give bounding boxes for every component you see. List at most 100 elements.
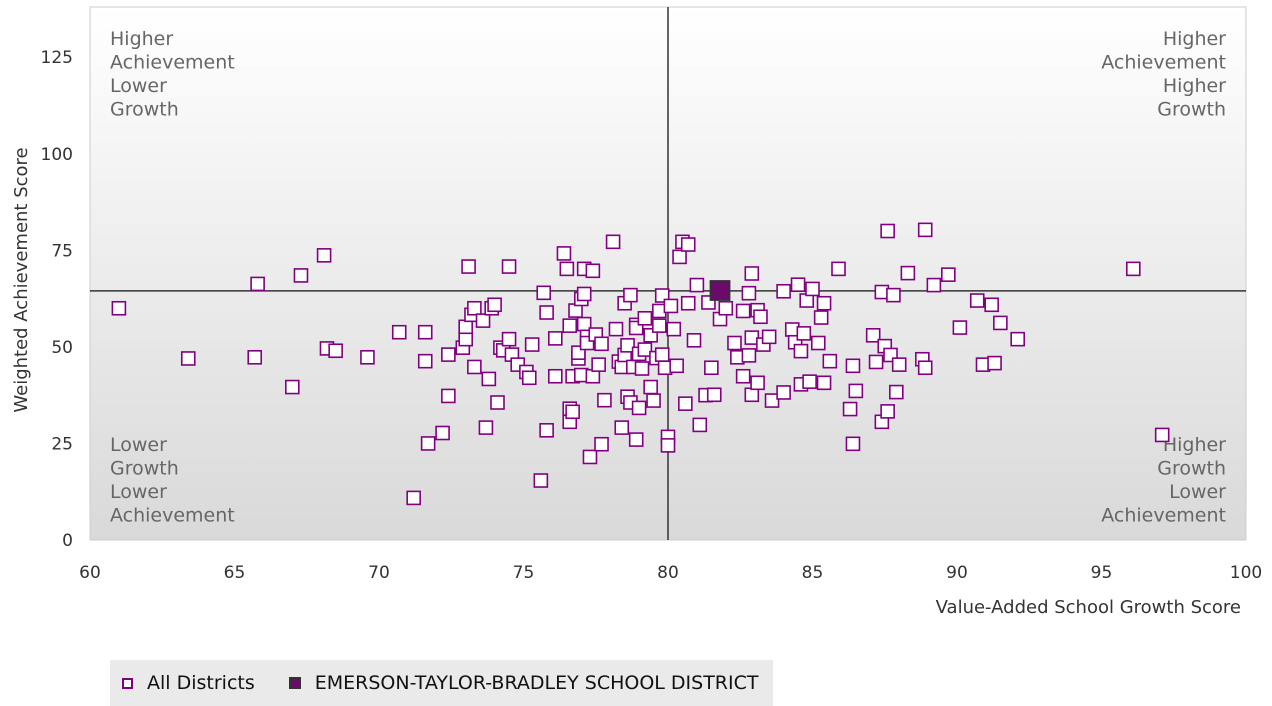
data-point-all-districts[interactable]	[718, 300, 734, 316]
data-point-all-districts[interactable]	[813, 310, 829, 325]
data-point-highlighted-district[interactable]	[709, 280, 731, 301]
data-point-all-districts[interactable]	[802, 374, 817, 389]
data-point-all-districts[interactable]	[842, 401, 858, 417]
data-point-all-districts[interactable]	[247, 350, 263, 365]
data-point-all-districts[interactable]	[744, 387, 760, 403]
data-point-all-districts[interactable]	[848, 383, 864, 399]
data-point-all-districts[interactable]	[475, 313, 491, 328]
data-point-all-districts[interactable]	[735, 303, 751, 319]
data-point-all-districts[interactable]	[917, 222, 933, 238]
data-point-all-districts[interactable]	[845, 436, 861, 452]
data-point-all-districts[interactable]	[764, 393, 780, 408]
data-point-all-districts[interactable]	[637, 311, 653, 326]
data-point-all-districts[interactable]	[547, 368, 563, 384]
data-point-all-districts[interactable]	[952, 320, 968, 335]
data-point-all-districts[interactable]	[1125, 261, 1141, 277]
data-point-all-districts[interactable]	[467, 300, 482, 316]
data-point-all-districts[interactable]	[680, 295, 696, 311]
data-point-all-districts[interactable]	[753, 309, 768, 325]
data-point-all-districts[interactable]	[831, 261, 846, 277]
data-point-all-districts[interactable]	[490, 395, 505, 410]
data-point-all-districts[interactable]	[868, 354, 884, 370]
data-point-all-districts[interactable]	[284, 379, 300, 395]
data-point-all-districts[interactable]	[889, 384, 904, 400]
data-point-all-districts[interactable]	[623, 287, 638, 303]
data-point-all-districts[interactable]	[634, 361, 650, 376]
data-point-all-districts[interactable]	[637, 342, 653, 357]
data-point-all-districts[interactable]	[539, 305, 554, 320]
data-point-all-districts[interactable]	[458, 331, 474, 347]
data-point-all-districts[interactable]	[886, 287, 901, 303]
data-point-all-districts[interactable]	[576, 286, 592, 302]
data-point-all-districts[interactable]	[556, 246, 572, 261]
data-point-all-districts[interactable]	[501, 259, 517, 274]
data-point-all-districts[interactable]	[533, 473, 549, 488]
data-point-all-districts[interactable]	[692, 417, 708, 433]
data-point-all-districts[interactable]	[891, 357, 907, 372]
data-point-all-districts[interactable]	[686, 333, 702, 348]
data-point-all-districts[interactable]	[536, 285, 552, 301]
data-point-all-districts[interactable]	[993, 315, 1008, 331]
data-point-all-districts[interactable]	[810, 335, 826, 351]
data-point-all-districts[interactable]	[293, 268, 309, 283]
data-point-all-districts[interactable]	[816, 375, 832, 391]
data-point-all-districts[interactable]	[631, 400, 647, 416]
data-point-all-districts[interactable]	[741, 285, 757, 301]
data-point-all-districts[interactable]	[594, 436, 609, 452]
data-point-all-districts[interactable]	[704, 360, 719, 376]
data-point-all-districts[interactable]	[865, 327, 881, 343]
data-point-all-districts[interactable]	[845, 358, 861, 374]
data-point-all-districts[interactable]	[776, 283, 791, 299]
data-point-all-districts[interactable]	[678, 396, 693, 411]
data-point-all-districts[interactable]	[180, 351, 196, 366]
data-point-all-districts[interactable]	[547, 331, 563, 346]
data-point-all-districts[interactable]	[900, 265, 916, 281]
data-point-all-districts[interactable]	[660, 438, 676, 453]
legend-item-all-districts[interactable]: All Districts	[122, 672, 255, 694]
data-point-all-districts[interactable]	[689, 277, 705, 293]
data-point-all-districts[interactable]	[941, 267, 956, 282]
data-point-all-districts[interactable]	[360, 350, 375, 365]
data-point-all-districts[interactable]	[646, 393, 661, 408]
data-point-all-districts[interactable]	[521, 370, 537, 386]
data-point-all-districts[interactable]	[643, 379, 658, 395]
data-point-all-districts[interactable]	[1010, 331, 1025, 347]
data-point-all-districts[interactable]	[316, 248, 332, 263]
data-point-all-districts[interactable]	[597, 392, 612, 408]
data-point-all-districts[interactable]	[790, 277, 806, 293]
data-point-all-districts[interactable]	[461, 259, 476, 274]
data-point-all-districts[interactable]	[761, 329, 777, 345]
data-point-all-districts[interactable]	[605, 234, 621, 250]
data-point-all-districts[interactable]	[672, 249, 687, 265]
data-point-all-districts[interactable]	[524, 337, 540, 352]
data-point-all-districts[interactable]	[917, 360, 933, 376]
data-point-all-districts[interactable]	[735, 368, 751, 384]
data-point-all-districts[interactable]	[582, 449, 598, 465]
data-point-all-districts[interactable]	[478, 420, 494, 435]
data-point-all-districts[interactable]	[417, 353, 433, 369]
data-point-all-districts[interactable]	[805, 281, 820, 297]
data-point-all-districts[interactable]	[435, 425, 450, 441]
data-point-all-districts[interactable]	[776, 385, 791, 400]
data-point-all-districts[interactable]	[406, 490, 421, 506]
data-point-all-districts[interactable]	[816, 295, 832, 311]
data-point-all-districts[interactable]	[487, 297, 502, 313]
data-point-all-districts[interactable]	[744, 266, 760, 281]
data-point-all-districts[interactable]	[594, 336, 609, 352]
data-point-all-districts[interactable]	[822, 353, 838, 369]
data-point-all-districts[interactable]	[501, 331, 517, 347]
data-point-all-districts[interactable]	[1154, 427, 1170, 443]
data-point-all-districts[interactable]	[727, 335, 742, 351]
data-point-all-districts[interactable]	[591, 357, 606, 372]
data-point-all-districts[interactable]	[796, 326, 812, 341]
data-point-all-districts[interactable]	[652, 318, 667, 333]
data-point-all-districts[interactable]	[417, 324, 433, 340]
data-point-all-districts[interactable]	[969, 293, 985, 308]
data-point-all-districts[interactable]	[926, 277, 942, 293]
data-point-all-districts[interactable]	[880, 223, 895, 239]
data-point-all-districts[interactable]	[441, 347, 456, 362]
data-point-all-districts[interactable]	[539, 423, 554, 438]
data-point-all-districts[interactable]	[750, 375, 765, 391]
data-point-all-districts[interactable]	[620, 338, 635, 353]
data-point-all-districts[interactable]	[663, 298, 679, 314]
